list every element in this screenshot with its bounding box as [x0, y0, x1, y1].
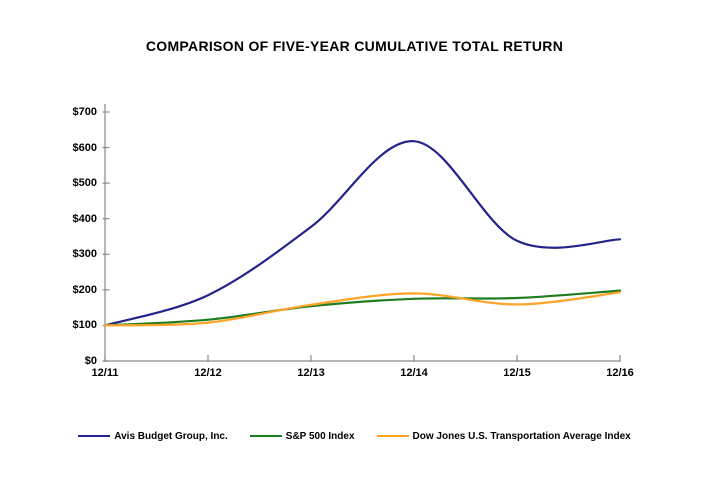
y-tick-label: $200	[72, 283, 97, 296]
x-tick-label: 12/14	[400, 367, 428, 379]
legend-line-icon	[249, 435, 282, 437]
chart-legend: Avis Budget Group, Inc. S&P 500 Index Dow …	[0, 428, 709, 444]
y-tick-label: $0	[84, 355, 97, 367]
x-tick-label: 12/12	[194, 367, 222, 379]
y-tick-label: $600	[72, 141, 97, 154]
y-tick-label: $500	[72, 177, 97, 190]
y-tick-label: $700	[72, 106, 97, 118]
y-tick-label: $400	[72, 212, 97, 225]
series-line-s-p-500-index	[103, 289, 622, 327]
x-tick-label: 12/11	[91, 367, 119, 379]
legend-item-s-p-500-index: S&P 500 Index	[249, 430, 355, 442]
x-tick-label: 12/16	[606, 367, 634, 379]
legend-line-icon	[376, 435, 409, 437]
x-tick-label: 12/13	[297, 367, 325, 379]
legend-label: Avis Budget Group, Inc.	[114, 430, 228, 442]
legend-item-dow-jones-u-s-transportation-average-index: Dow Jones U.S. Transportation Average In…	[376, 430, 631, 442]
legend-item-avis-budget-group-inc: Avis Budget Group, Inc.	[78, 431, 228, 442]
y-tick-label: $300	[72, 248, 97, 261]
plot-area	[102, 104, 622, 362]
chart-title: COMPARISON OF FIVE-YEAR CUMULATIVE TOTAL…	[145, 38, 564, 54]
series-line-avis-budget-group-inc	[103, 140, 622, 327]
series-line-dow-jones-u-s-transportation-average-index	[103, 291, 622, 327]
x-tick-label: 12/15	[503, 367, 531, 379]
legend-label: Dow Jones U.S. Transportation Average In…	[412, 430, 631, 442]
y-tick-label: $100	[72, 319, 97, 332]
legend-line-icon	[78, 435, 111, 437]
legend-label: S&P 500 Index	[285, 430, 355, 442]
